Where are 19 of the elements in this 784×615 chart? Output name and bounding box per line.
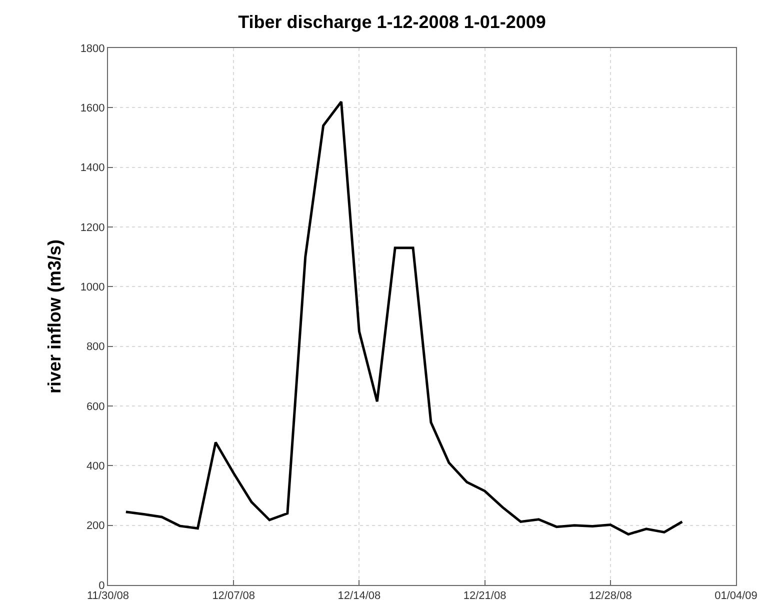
y-tick-label: 1000 xyxy=(80,282,105,294)
x-tick-label: 12/21/08 xyxy=(463,590,506,602)
y-tick-label: 0 xyxy=(98,580,105,592)
x-tick-label: 12/07/08 xyxy=(212,590,256,602)
x-tick-label: 12/28/08 xyxy=(588,590,632,602)
y-tick-label: 200 xyxy=(86,520,105,532)
chart-title: Tiber discharge 1-12-2008 1-01-2009 xyxy=(238,12,546,32)
y-tick-label: 400 xyxy=(86,460,105,473)
y-tick-label: 600 xyxy=(86,400,105,413)
x-tick-label: 11/30/08 xyxy=(86,590,130,602)
y-tick-label: 1400 xyxy=(80,162,105,174)
y-tick-label: 1200 xyxy=(80,222,105,234)
line-series xyxy=(124,100,684,536)
y-tick-label: 1800 xyxy=(80,42,105,55)
x-tick-label: 12/14/08 xyxy=(338,590,381,602)
y-axis-title: river inflow (m3/s) xyxy=(44,239,65,394)
y-tick-label: 800 xyxy=(86,341,105,354)
x-tick-label: 01/04/09 xyxy=(714,590,758,602)
y-tick-label: 1600 xyxy=(80,102,105,115)
